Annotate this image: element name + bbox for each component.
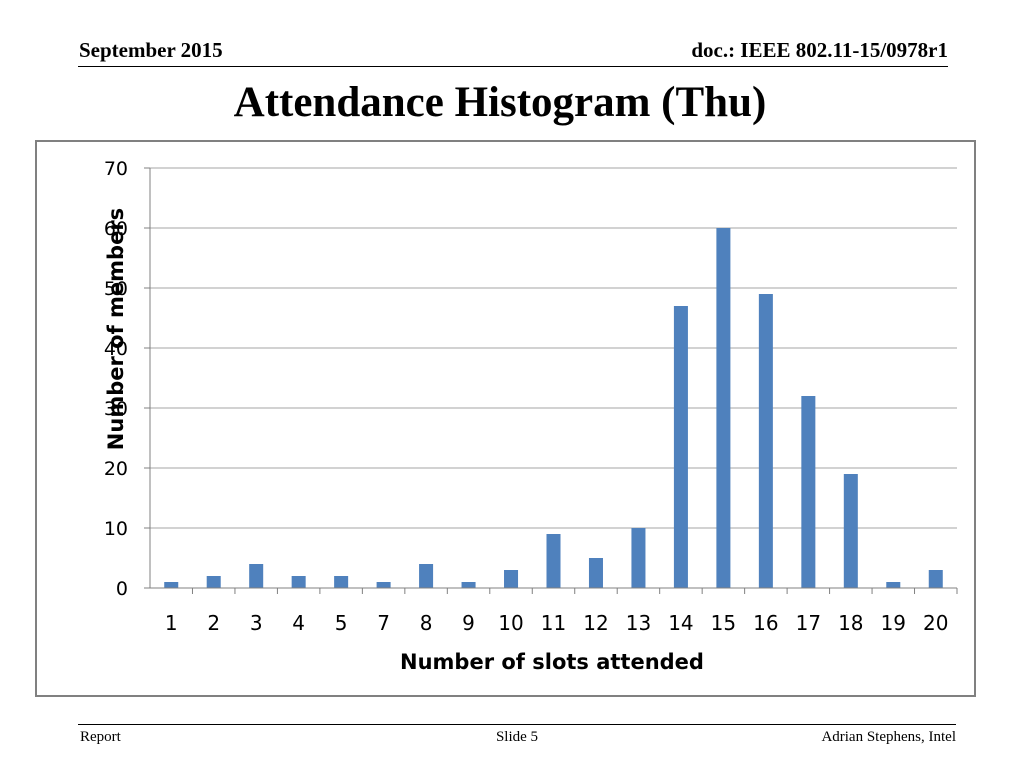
y-tick-label: 50 [104, 278, 128, 300]
bar-slots-2 [206, 576, 221, 588]
x-tick-label: 5 [335, 611, 348, 635]
bar-slots-1 [164, 582, 179, 588]
x-tick-label: 11 [541, 611, 566, 635]
y-axis-title: Number of members [104, 208, 128, 450]
x-tick-label: 2 [207, 611, 220, 635]
x-tick-label: 8 [420, 611, 433, 635]
x-tick-label: 19 [881, 611, 906, 635]
x-tick-label: 18 [838, 611, 863, 635]
bar-slots-9 [461, 582, 476, 588]
footer-author: Adrian Stephens, Intel [821, 729, 956, 745]
bar-slots-14 [673, 306, 688, 588]
x-tick-label: 9 [462, 611, 475, 635]
x-tick-label: 13 [626, 611, 651, 635]
x-tick-label: 1 [165, 611, 178, 635]
y-tick-label: 20 [104, 458, 128, 480]
gridlines [150, 167, 957, 529]
y-tick-label: 60 [104, 218, 128, 240]
x-tick-label: 16 [753, 611, 778, 635]
y-tick-label: 40 [104, 338, 128, 360]
chart-frame: 0 10 20 30 40 50 60 70 1 2 3 4 5 7 8 9 10 11 12 13 14 15 16 17 1… [35, 140, 976, 697]
footer-divider [78, 724, 956, 725]
x-tick-label: 4 [292, 611, 305, 635]
x-tick-label: 3 [250, 611, 263, 635]
bar-slots-20 [928, 570, 943, 588]
bar-slots-8 [419, 564, 434, 588]
bar-slots-12 [588, 558, 603, 588]
bar-slots-11 [546, 534, 561, 588]
bar-slots-5 [334, 576, 349, 588]
bar-slots-19 [886, 582, 901, 588]
footer-left: Report [80, 729, 121, 745]
bar-slots-17 [801, 396, 816, 588]
header-doc-id: doc.: IEEE 802.11-15/0978r1 [691, 38, 948, 62]
slide-title: Attendance Histogram (Thu) [233, 79, 767, 126]
x-tick-label: 7 [377, 611, 390, 635]
header-divider [78, 66, 948, 67]
bar-slots-4 [291, 576, 306, 588]
footer-slide-number: Slide 5 [495, 729, 539, 745]
bar-slots-18 [843, 474, 858, 588]
x-tick-label: 15 [711, 611, 736, 635]
x-tick-label: 20 [923, 611, 948, 635]
bar-slots-16 [758, 294, 773, 588]
header-date: September 2015 [79, 38, 223, 62]
x-tick-label: 14 [668, 611, 693, 635]
y-tick-label: 10 [104, 518, 128, 540]
y-tick-label: 30 [104, 398, 128, 420]
bar-slots-13 [631, 528, 646, 588]
bar-slots-3 [249, 564, 264, 588]
bar-slots-10 [504, 570, 519, 588]
bars [164, 228, 943, 588]
x-tick-label: 12 [583, 611, 608, 635]
x-tick-label: 17 [796, 611, 821, 635]
y-tick-label: 70 [104, 158, 128, 180]
x-axis-title: Number of slots attended [400, 650, 704, 674]
x-tick-label: 10 [498, 611, 523, 635]
bar-slots-15 [716, 228, 731, 588]
y-tick-label: 0 [116, 578, 128, 600]
bar-slots-7 [376, 582, 391, 588]
